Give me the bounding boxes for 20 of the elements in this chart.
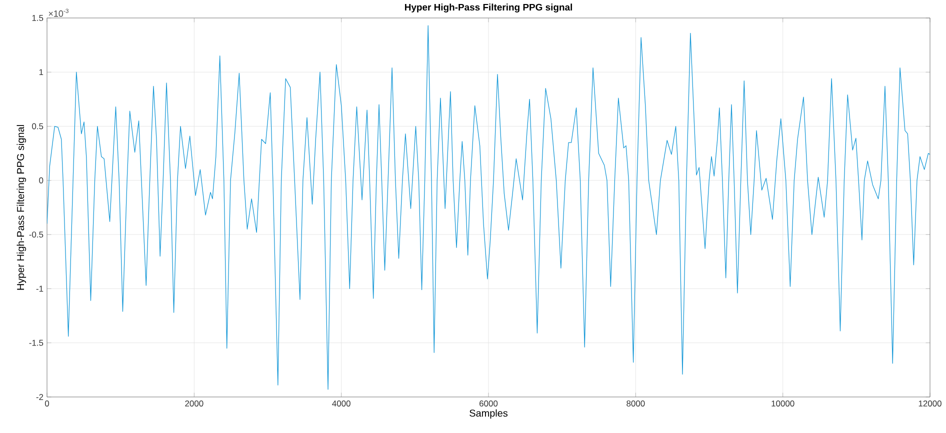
y-tick-label: -1 [36,286,44,292]
y-tick-label: -2 [36,394,44,400]
x-tick-label: 8000 [626,400,645,406]
x-tick-label: 2000 [185,400,204,406]
y-tick-label: 1 [39,69,44,76]
y-tick-label: 0.5 [32,123,44,130]
text: ×10$^{-3}$ [48,8,68,17]
line-series [47,25,930,390]
x-tick-label: 4000 [332,400,350,406]
x-tick-label: 12000 [918,400,942,406]
x-tick-label: 0 [44,400,50,406]
y-tick-label: 0 [39,177,44,184]
chart-title: Hyper High-Pass Filtering PPG signal [405,4,572,12]
x-tick-label: 6000 [480,400,498,406]
y-tick-label: -0.5 [29,232,44,238]
x-tick-label: 10000 [772,400,794,406]
y-tick-label: -1.5 [29,340,44,346]
x-axis-title: Samples [470,409,508,419]
y-axis-title: Hyper High-Pass Filtering PPG signal [16,125,26,290]
y-tick-label: 1.5 [32,15,44,21]
